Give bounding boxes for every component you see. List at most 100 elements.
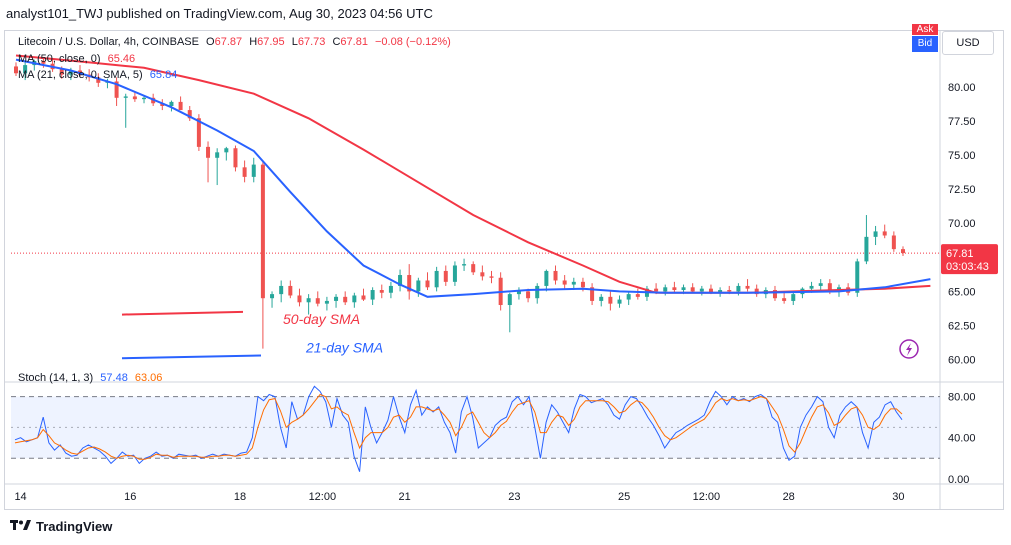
candle-body: [132, 96, 137, 100]
candle-body: [315, 298, 320, 304]
close-label: C: [332, 36, 341, 48]
candle-body: [96, 77, 101, 83]
candle-body: [562, 280, 567, 285]
price-tick-label: 70.00: [948, 218, 976, 230]
time-tick-label: 30: [892, 491, 904, 503]
candle-body: [434, 270, 439, 288]
time-tick-label: 25: [618, 491, 630, 503]
publisher-line: analyst101_TWJ published on TradingView.…: [6, 6, 433, 21]
candle-body: [270, 294, 275, 299]
ma21-legend: MA (21, close, 0, SMA, 5) 65.84: [18, 69, 177, 81]
time-tick-label: 21: [399, 491, 411, 503]
candle-body: [41, 60, 46, 64]
time-tick-label: 12:00: [309, 491, 337, 503]
ma21-line: [15, 58, 931, 298]
candle-body: [818, 283, 823, 286]
ma21-label: MA (21, close, 0, SMA, 5): [18, 69, 143, 81]
candle-body: [123, 96, 128, 98]
candle-body: [708, 288, 713, 293]
candle-body: [873, 231, 878, 237]
candle-body: [142, 97, 147, 100]
candle-body: [215, 152, 220, 158]
price-tag-value: 67.81: [946, 248, 974, 260]
candle-body: [352, 295, 357, 303]
candle-body: [224, 148, 229, 153]
time-tick-label: 18: [234, 491, 246, 503]
candle-body: [242, 167, 247, 177]
candle-body: [388, 285, 393, 293]
candle-body: [745, 285, 750, 289]
bid-button[interactable]: Bid: [912, 36, 938, 52]
ma50-label: MA (50, close, 0): [18, 53, 101, 65]
candle-body: [635, 294, 640, 297]
candle-body: [279, 285, 284, 295]
ma50-line: [15, 54, 931, 294]
candle-body: [14, 66, 18, 74]
candle-body: [571, 281, 576, 285]
time-tick-label: 14: [14, 491, 26, 503]
news-lightning-icon: [899, 339, 919, 359]
stoch-k-value: 57.48: [100, 372, 128, 384]
candle-body: [260, 164, 265, 299]
price-tick-label: 65.00: [948, 286, 976, 298]
stoch-tick-label: 40.00: [948, 433, 976, 445]
candle-body: [672, 287, 677, 291]
ma50-legend: MA (50, close, 0) 65.46: [18, 53, 135, 65]
ma21-annotation-line: [121, 354, 262, 360]
candle-body: [361, 295, 366, 300]
stoch-tick-label: 80.00: [948, 392, 976, 404]
high-label: H: [249, 36, 258, 48]
tradingview-brand: TradingView: [36, 519, 113, 534]
candle-body: [772, 290, 777, 299]
candle-body: [507, 294, 512, 306]
candle-body: [251, 164, 256, 177]
candle-body: [901, 249, 905, 254]
stoch-d-line: [14, 393, 903, 460]
ask-button[interactable]: Ask: [912, 24, 938, 35]
candle-body: [553, 270, 558, 281]
candle-body: [379, 290, 384, 293]
candle-body: [718, 290, 723, 293]
change-value: −0.08 (−0.12%): [375, 36, 451, 48]
stoch-tick-label: 0.00: [948, 474, 969, 486]
low-label: L: [291, 36, 298, 48]
low-value: 67.73: [297, 36, 326, 48]
candle-body: [855, 261, 860, 293]
tradingview-footer[interactable]: TradingView: [10, 519, 112, 534]
price-tag-countdown: 03:03:43: [946, 261, 989, 273]
candle-body: [334, 296, 339, 301]
price-tag: [941, 244, 998, 275]
ma21-annotation-text: 21-day SMA: [305, 340, 383, 356]
candle-body: [782, 298, 787, 301]
candle-body: [23, 65, 28, 74]
stoch-label: Stoch (14, 1, 3): [18, 372, 94, 384]
candle-body: [59, 69, 64, 75]
ask-bid-widget[interactable]: Ask Bid: [912, 24, 938, 52]
candle-body: [864, 236, 869, 262]
symbol-legend: Litecoin / U.S. Dollar, 4h, COINBASE O67…: [18, 36, 451, 48]
candle-body: [407, 275, 412, 292]
candle-body: [590, 287, 595, 301]
price-tick-label: 62.50: [948, 320, 976, 332]
candle-body: [343, 296, 348, 303]
candle-body: [526, 291, 531, 299]
candle-body: [462, 264, 467, 266]
candle-body: [169, 101, 174, 106]
candle-body: [114, 81, 119, 98]
symbol-name: Litecoin / U.S. Dollar, 4h, COINBASE: [18, 36, 199, 48]
high-value: 67.95: [257, 36, 285, 48]
stoch-legend: Stoch (14, 1, 3) 57.48 63.06: [18, 372, 162, 384]
candle-body: [178, 101, 183, 111]
stoch-d-value: 63.06: [134, 372, 163, 384]
candle-body: [754, 288, 759, 295]
candle-body: [206, 146, 211, 158]
candle-body: [654, 288, 659, 292]
candle-body: [791, 294, 796, 301]
candle-body: [681, 287, 686, 291]
candle-body: [297, 295, 302, 303]
time-tick-label: 16: [124, 491, 136, 503]
currency-selector[interactable]: USD: [942, 31, 994, 55]
candle-body: [544, 270, 549, 286]
candle-body: [617, 299, 622, 304]
